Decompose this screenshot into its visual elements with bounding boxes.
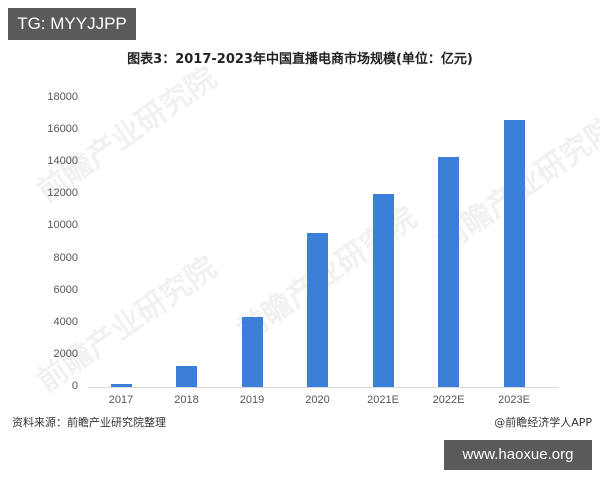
x-tick-label: 2019 bbox=[239, 394, 265, 406]
y-tick-label: 16000 bbox=[47, 123, 78, 136]
bar-2019 bbox=[241, 317, 263, 387]
x-tick-label: 2022E bbox=[432, 394, 465, 406]
credit-note: @前瞻经济学人APP bbox=[494, 416, 592, 429]
bar-2023E bbox=[503, 120, 525, 387]
y-tick-label: 10000 bbox=[47, 219, 78, 232]
y-tick-label: 18000 bbox=[47, 91, 78, 103]
bar-2018 bbox=[176, 365, 197, 387]
x-tick-label: 2018 bbox=[174, 394, 199, 406]
source-note: 资料来源：前瞻产业研究院整理 bbox=[12, 416, 166, 429]
site-badge: www.haoxue.org bbox=[444, 440, 592, 470]
y-tick-label: 0 bbox=[71, 380, 78, 392]
y-tick-label: 8000 bbox=[53, 251, 78, 264]
bar-2017 bbox=[110, 383, 132, 387]
tg-badge: TG: MYYJJPP bbox=[8, 8, 136, 40]
x-tick-label: 2020 bbox=[305, 394, 330, 406]
bar-2020 bbox=[307, 232, 328, 387]
y-tick-label: 14000 bbox=[47, 155, 78, 168]
x-tick-label: 2023E bbox=[498, 394, 530, 406]
bar-2022E bbox=[438, 157, 459, 387]
y-tick-label: 2000 bbox=[53, 347, 78, 360]
bar-chart: 图表3：2017-2023年中国直播电商市场规模(单位：亿元) 前瞻产业研究院 … bbox=[31, 52, 600, 406]
x-tick-label: 2017 bbox=[108, 394, 134, 406]
y-tick-label: 4000 bbox=[53, 315, 78, 328]
bar-2021E bbox=[372, 194, 394, 387]
y-tick-label: 12000 bbox=[47, 187, 78, 200]
x-axis-line bbox=[88, 387, 558, 388]
chart-title: 图表3：2017-2023年中国直播电商市场规模(单位：亿元) bbox=[127, 52, 473, 67]
x-tick-label: 2021E bbox=[367, 394, 399, 406]
y-tick-label: 6000 bbox=[53, 283, 78, 296]
